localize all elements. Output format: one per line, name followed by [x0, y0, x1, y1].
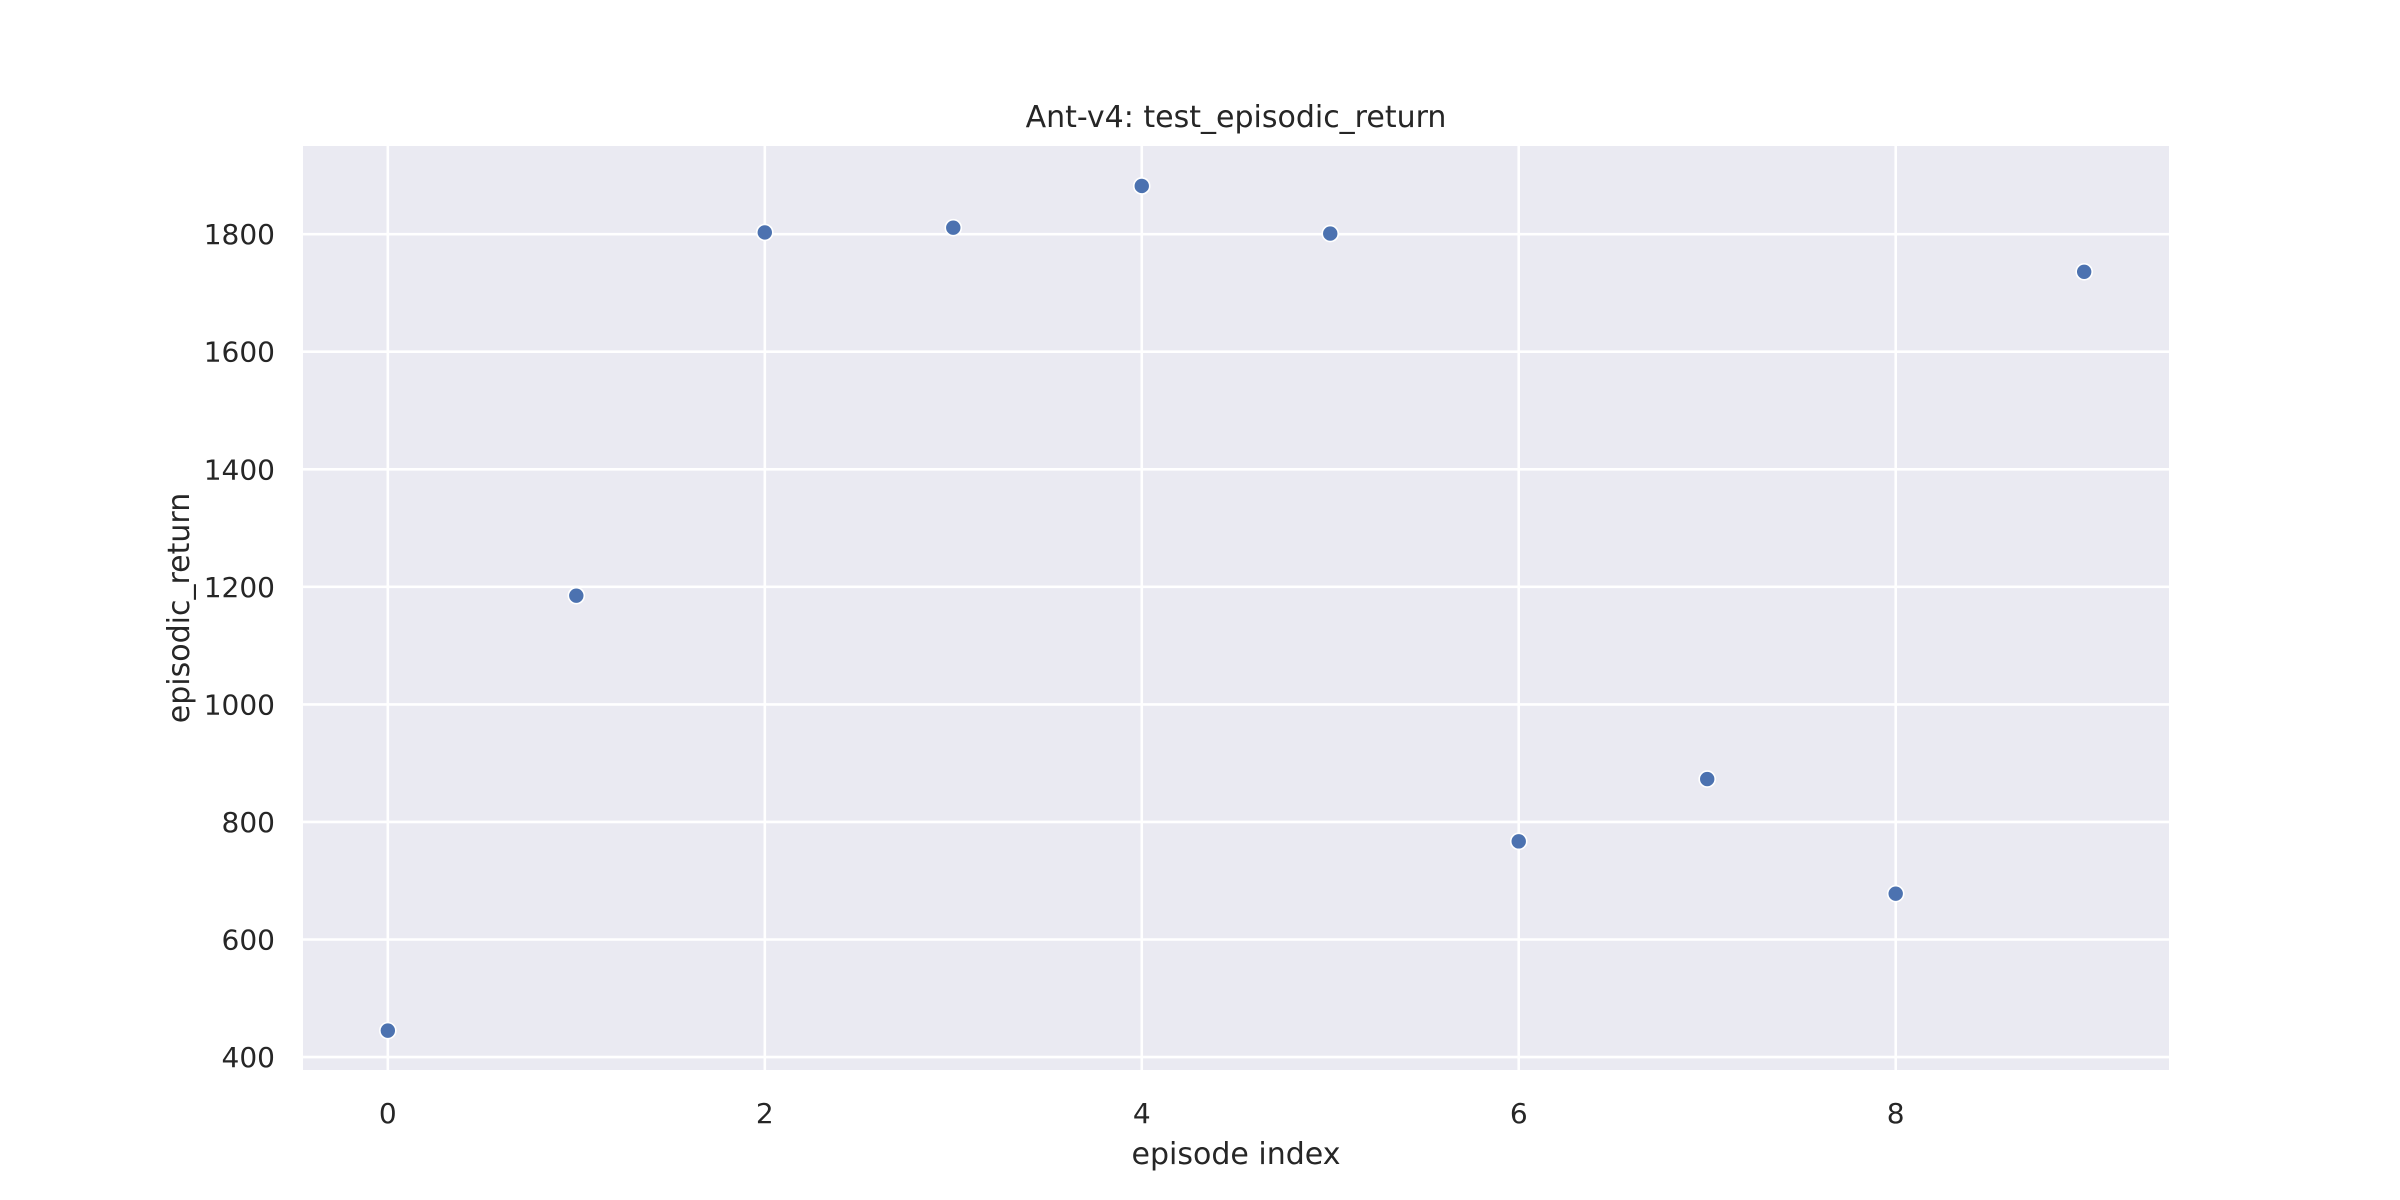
chart-title: Ant-v4: test_episodic_return	[1026, 100, 1447, 135]
y-tick-label: 400	[222, 1041, 275, 1074]
data-point	[1321, 224, 1340, 243]
x-axis-ticks: 0 2 4 6 8	[379, 1097, 1905, 1130]
data-point	[1132, 177, 1151, 195]
x-tick-label: 8	[1887, 1097, 1905, 1130]
data-points	[379, 177, 2093, 1040]
y-tick-label: 1200	[204, 571, 275, 604]
x-tick-label: 2	[756, 1097, 774, 1130]
y-axis-label: episodic_return	[162, 493, 197, 723]
data-point	[379, 1021, 397, 1040]
plot-background	[303, 146, 2169, 1070]
x-axis-label: episode index	[1132, 1137, 1341, 1172]
data-point	[2075, 262, 2093, 281]
x-tick-label: 4	[1133, 1097, 1151, 1130]
plot-area	[303, 146, 2169, 1070]
y-tick-label: 800	[222, 806, 275, 839]
data-point	[1698, 770, 1717, 788]
y-tick-label: 1000	[204, 688, 275, 721]
data-point	[755, 223, 774, 242]
grid-lines	[303, 146, 2169, 1070]
y-axis-ticks: 400 600 800 1000 1200 1400 1600 1800	[204, 218, 275, 1074]
x-tick-label: 0	[379, 1097, 397, 1130]
y-tick-label: 1600	[204, 336, 275, 369]
data-point	[567, 586, 586, 605]
x-tick-label: 6	[1510, 1097, 1528, 1130]
data-point	[944, 218, 963, 237]
data-point	[1886, 884, 1905, 903]
y-tick-label: 600	[222, 924, 275, 957]
y-tick-label: 1800	[204, 218, 275, 251]
data-point	[1509, 832, 1528, 851]
y-tick-label: 1400	[204, 453, 275, 486]
